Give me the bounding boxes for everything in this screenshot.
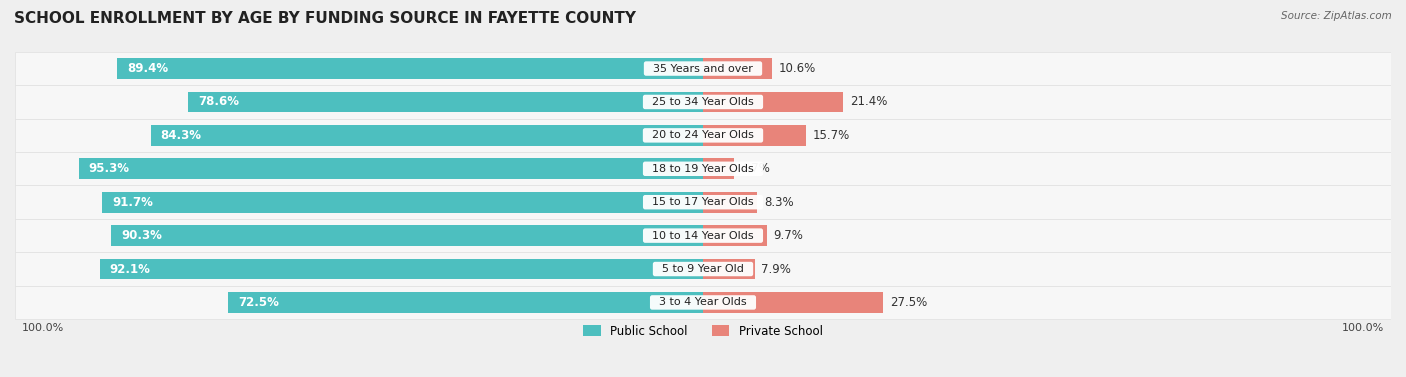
Bar bbox=[228, 292, 703, 313]
FancyBboxPatch shape bbox=[15, 185, 1391, 219]
Text: 3 to 4 Year Olds: 3 to 4 Year Olds bbox=[652, 297, 754, 307]
FancyBboxPatch shape bbox=[15, 85, 1391, 119]
Bar bbox=[150, 125, 703, 146]
Legend: Public School, Private School: Public School, Private School bbox=[579, 320, 827, 342]
FancyBboxPatch shape bbox=[15, 219, 1391, 252]
Text: 8.3%: 8.3% bbox=[763, 196, 793, 209]
Text: 21.4%: 21.4% bbox=[849, 95, 887, 109]
Text: 10.6%: 10.6% bbox=[779, 62, 817, 75]
Text: 25 to 34 Year Olds: 25 to 34 Year Olds bbox=[645, 97, 761, 107]
Text: 95.3%: 95.3% bbox=[89, 162, 129, 175]
Text: 84.3%: 84.3% bbox=[160, 129, 201, 142]
Bar bbox=[703, 292, 883, 313]
FancyBboxPatch shape bbox=[15, 152, 1391, 185]
Bar bbox=[100, 259, 703, 279]
Bar bbox=[79, 158, 703, 179]
Text: 90.3%: 90.3% bbox=[121, 229, 162, 242]
Text: 15.7%: 15.7% bbox=[813, 129, 849, 142]
Text: 20 to 24 Year Olds: 20 to 24 Year Olds bbox=[645, 130, 761, 140]
FancyBboxPatch shape bbox=[15, 52, 1391, 85]
Text: 78.6%: 78.6% bbox=[198, 95, 239, 109]
Text: 72.5%: 72.5% bbox=[238, 296, 278, 309]
Text: 89.4%: 89.4% bbox=[127, 62, 169, 75]
Bar bbox=[703, 158, 734, 179]
Text: 7.9%: 7.9% bbox=[761, 262, 792, 276]
Bar bbox=[117, 58, 703, 79]
Text: 5 to 9 Year Old: 5 to 9 Year Old bbox=[655, 264, 751, 274]
FancyBboxPatch shape bbox=[15, 286, 1391, 319]
Bar bbox=[703, 92, 844, 112]
Text: 4.7%: 4.7% bbox=[741, 162, 770, 175]
Text: 100.0%: 100.0% bbox=[21, 323, 63, 333]
Text: SCHOOL ENROLLMENT BY AGE BY FUNDING SOURCE IN FAYETTE COUNTY: SCHOOL ENROLLMENT BY AGE BY FUNDING SOUR… bbox=[14, 11, 636, 26]
FancyBboxPatch shape bbox=[15, 252, 1391, 286]
Bar bbox=[703, 225, 766, 246]
Bar bbox=[703, 125, 806, 146]
Bar bbox=[703, 192, 758, 213]
Text: 15 to 17 Year Olds: 15 to 17 Year Olds bbox=[645, 197, 761, 207]
Bar bbox=[703, 259, 755, 279]
Text: Source: ZipAtlas.com: Source: ZipAtlas.com bbox=[1281, 11, 1392, 21]
FancyBboxPatch shape bbox=[15, 119, 1391, 152]
Bar bbox=[103, 192, 703, 213]
Text: 18 to 19 Year Olds: 18 to 19 Year Olds bbox=[645, 164, 761, 174]
Text: 91.7%: 91.7% bbox=[112, 196, 153, 209]
Text: 27.5%: 27.5% bbox=[890, 296, 927, 309]
Bar bbox=[703, 58, 772, 79]
Text: 100.0%: 100.0% bbox=[1343, 323, 1385, 333]
Bar bbox=[111, 225, 703, 246]
Text: 35 Years and over: 35 Years and over bbox=[647, 64, 759, 74]
Text: 10 to 14 Year Olds: 10 to 14 Year Olds bbox=[645, 231, 761, 241]
Text: 92.1%: 92.1% bbox=[110, 262, 150, 276]
Text: 9.7%: 9.7% bbox=[773, 229, 803, 242]
Bar bbox=[188, 92, 703, 112]
